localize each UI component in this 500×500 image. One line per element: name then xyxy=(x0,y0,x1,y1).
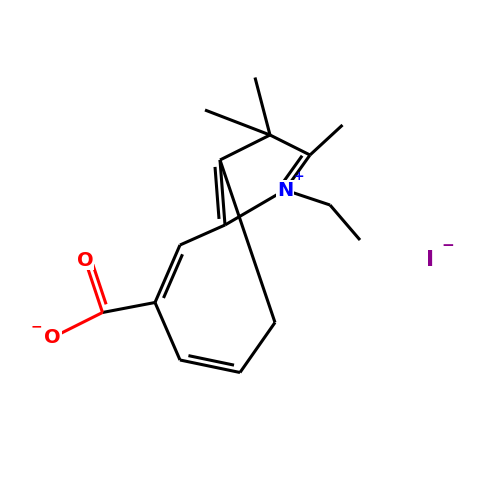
Text: O: O xyxy=(76,250,94,270)
Text: −: − xyxy=(441,238,454,254)
Text: −: − xyxy=(30,320,42,334)
Text: +: + xyxy=(294,170,304,182)
Text: I: I xyxy=(426,250,434,270)
Text: O: O xyxy=(44,328,61,347)
Text: N: N xyxy=(277,180,293,200)
